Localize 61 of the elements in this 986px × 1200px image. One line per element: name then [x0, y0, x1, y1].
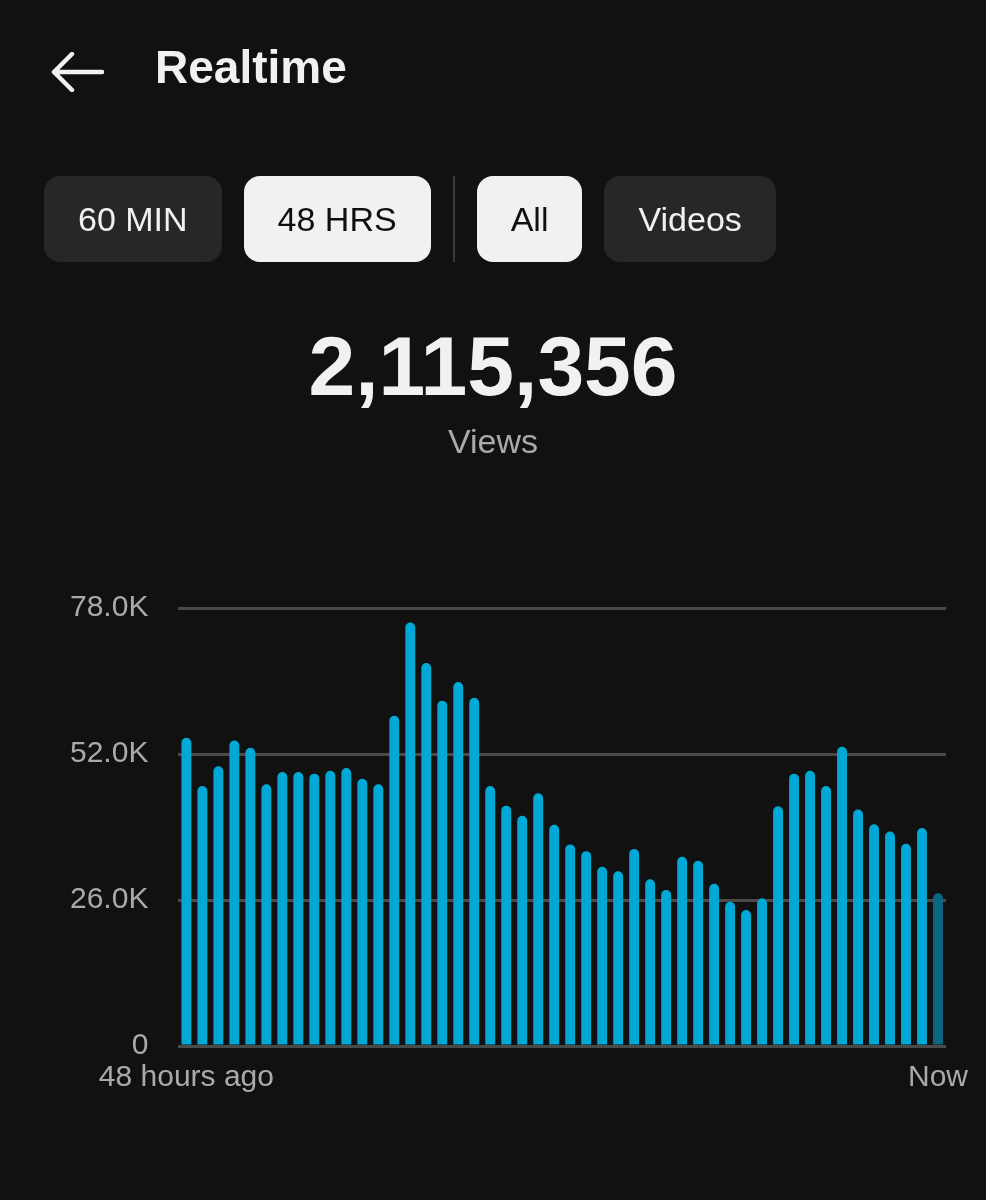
bar [853, 809, 863, 1045]
bar [197, 786, 208, 1045]
bar [837, 746, 848, 1045]
bar [629, 848, 640, 1045]
x-tick-label: 48 hours ago [98, 1059, 274, 1093]
bar [405, 622, 416, 1045]
bar [821, 786, 832, 1045]
bar [693, 860, 704, 1045]
bar [565, 844, 576, 1045]
bar [277, 771, 288, 1045]
text: 2,115,356 [307, 318, 679, 415]
bar [661, 889, 672, 1045]
y-tick-label: 52.0K [69, 735, 149, 769]
bar [597, 866, 608, 1045]
bar [213, 766, 224, 1045]
bar [709, 883, 720, 1045]
text: 60 MIN [44, 176, 222, 262]
bar [325, 770, 336, 1045]
x-tick-label: Now [908, 1059, 969, 1093]
chart-title: Realtime [155, 40, 347, 94]
text: 48 HRS [243, 176, 431, 262]
bar [229, 740, 240, 1045]
bar [869, 824, 879, 1045]
bar [885, 831, 895, 1045]
text: Views [446, 422, 540, 461]
bar [549, 824, 560, 1045]
bar [789, 773, 800, 1045]
bar [421, 663, 432, 1045]
bar [901, 843, 911, 1045]
bar [437, 700, 448, 1045]
text: Videos [604, 176, 776, 262]
bar [261, 784, 272, 1045]
bar [373, 784, 384, 1045]
bar [485, 786, 496, 1045]
bar [773, 806, 784, 1045]
bar [677, 856, 688, 1045]
bar [757, 898, 768, 1045]
bar [453, 682, 464, 1045]
bar [805, 770, 816, 1045]
bar [917, 828, 927, 1045]
bar [533, 793, 544, 1045]
bar [725, 901, 736, 1045]
bar [645, 879, 656, 1045]
bar [581, 851, 592, 1045]
bar [501, 805, 512, 1045]
bar [517, 815, 528, 1045]
bar [357, 778, 368, 1045]
bar [389, 715, 400, 1045]
bar [341, 768, 352, 1045]
bar [933, 893, 943, 1045]
bar [293, 771, 304, 1045]
bar [613, 871, 624, 1045]
bar [309, 773, 320, 1045]
y-tick-label: 78.0K [69, 589, 149, 623]
bar [181, 737, 192, 1045]
text: All [476, 176, 583, 262]
bar [245, 747, 256, 1045]
bar [741, 910, 752, 1045]
y-tick-label: 0 [131, 1027, 149, 1061]
bar [469, 697, 480, 1045]
y-tick-label: 26.0K [69, 881, 149, 915]
